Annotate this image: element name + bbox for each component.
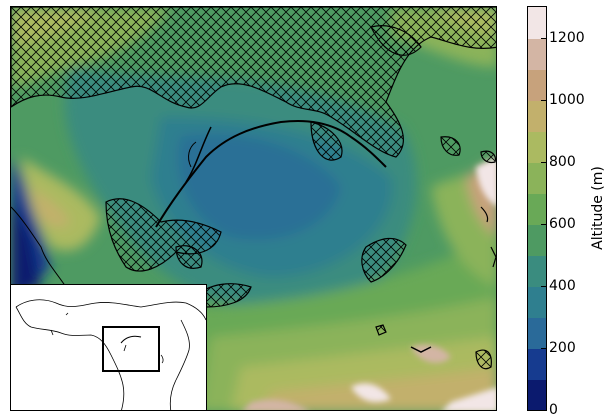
inset-locator-map [10, 284, 207, 411]
colorbar-tick-mark [541, 224, 547, 225]
colorbar-tick-mark [541, 286, 547, 287]
colorbar-tick-mark [541, 348, 547, 349]
colorbar-tick-label: 1000 [549, 92, 585, 108]
colorbar-segment [528, 7, 546, 39]
colorbar-segment [528, 286, 546, 318]
inset-coastline [15, 299, 206, 410]
colorbar-tick-mark [541, 410, 547, 411]
colorbar-segment [528, 224, 546, 256]
colorbar-tick-mark [541, 38, 547, 39]
colorbar-tick-label: 800 [549, 154, 576, 170]
colorbar-segment [528, 131, 546, 163]
colorbar-label: Altitude (m) [590, 166, 606, 250]
colorbar-tick-label: 0 [549, 402, 558, 418]
colorbar-segment [528, 100, 546, 132]
colorbar-segment [528, 255, 546, 287]
colorbar-tick-label: 1200 [549, 30, 585, 46]
colorbar-segment [528, 379, 546, 410]
colorbar-tick-mark [541, 162, 547, 163]
river-lines [11, 119, 496, 353]
colorbar-segment [528, 317, 546, 349]
hatched-regions [11, 7, 496, 370]
colorbar-tick-label: 600 [549, 216, 576, 232]
inset-domain-box [102, 326, 160, 372]
colorbar-segment [528, 69, 546, 101]
colorbar-tick-label: 200 [549, 340, 576, 356]
inset-river [120, 335, 142, 344]
colorbar-segment [528, 193, 546, 225]
colorbar-segment [528, 38, 546, 70]
inset-canvas [15, 299, 206, 410]
altitude-colorbar [527, 6, 547, 411]
colorbar-tick-mark [541, 100, 547, 101]
colorbar-segment [528, 348, 546, 380]
colorbar-segment [528, 162, 546, 194]
colorbar-tick-label: 400 [549, 278, 576, 294]
